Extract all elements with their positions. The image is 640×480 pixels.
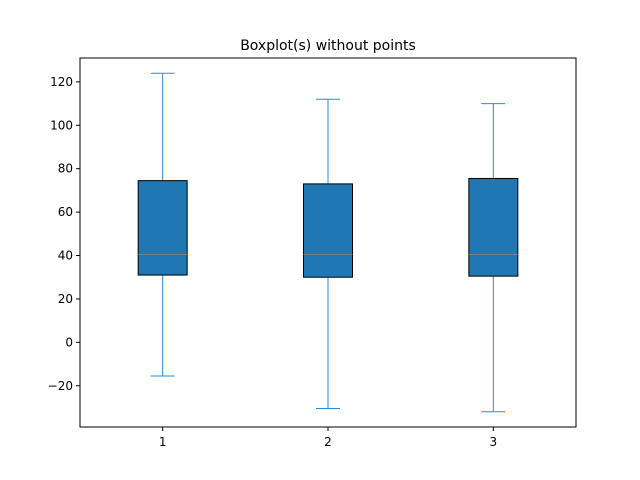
chart-title: Boxplot(s) without points — [240, 38, 416, 54]
x-tick-label: 1 — [159, 435, 167, 449]
x-tick-label: 3 — [490, 435, 498, 449]
x-tick-label: 2 — [324, 435, 332, 449]
box — [303, 183, 353, 278]
plot-area — [137, 72, 519, 413]
axes: −20 0 20 40 60 80 100 120 1 2 3 — [48, 57, 577, 449]
box-group-1 — [137, 72, 188, 377]
y-tick-label: 120 — [50, 75, 73, 89]
y-tick-label: 60 — [58, 205, 73, 219]
box-group-3 — [468, 103, 519, 413]
y-tick-label: 0 — [65, 335, 73, 349]
y-tick-label: 40 — [58, 249, 73, 263]
box — [137, 180, 188, 276]
y-tick-label: −20 — [48, 379, 73, 393]
y-tick-label: 80 — [58, 162, 73, 176]
box — [468, 177, 519, 277]
y-tick-label: 100 — [50, 118, 73, 132]
y-tick-label: 20 — [58, 292, 73, 306]
box-group-2 — [303, 98, 353, 410]
